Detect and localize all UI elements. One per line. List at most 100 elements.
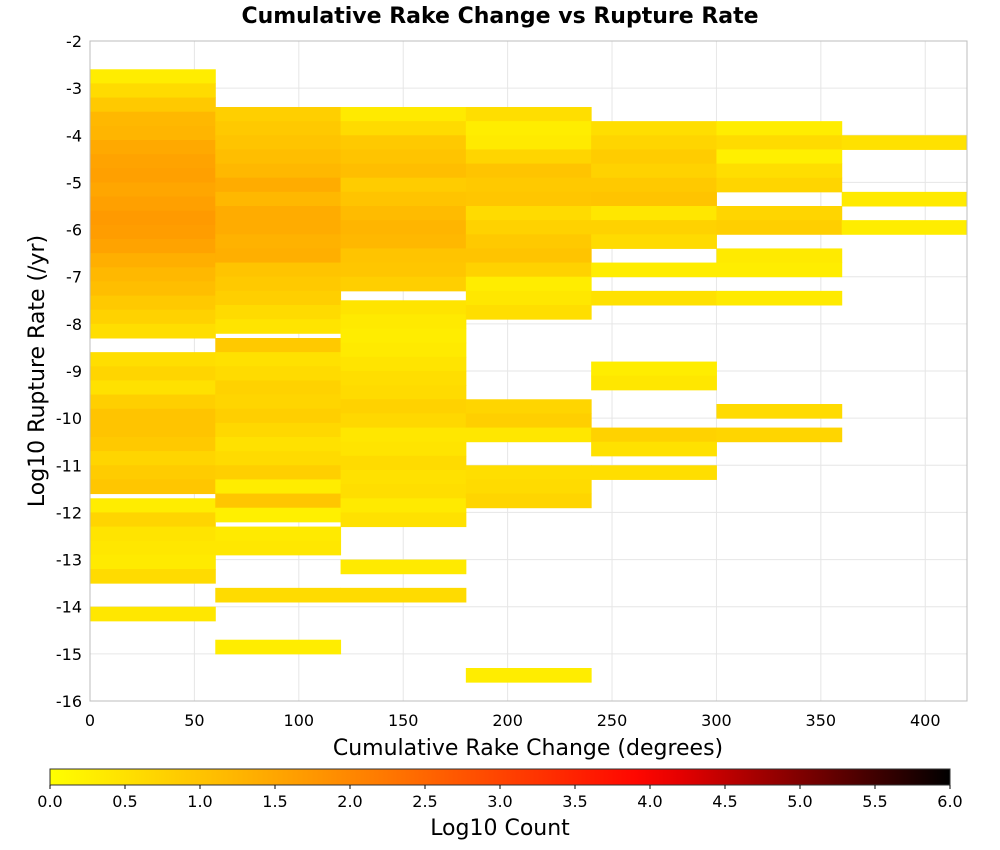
heatmap-cell	[465, 290, 592, 306]
heatmap-cell	[465, 177, 592, 193]
heatmap-cell	[465, 262, 592, 278]
y-tick-label: -3	[66, 79, 82, 98]
y-tick-label: -10	[56, 409, 82, 428]
y-tick-label: -12	[56, 503, 82, 522]
heatmap-cells	[90, 69, 968, 683]
heatmap-cell	[465, 427, 592, 443]
heatmap-cell	[90, 352, 216, 367]
heatmap-cell	[215, 639, 342, 655]
heatmap-cell	[340, 149, 467, 165]
colorbar-tick-label: 3.5	[562, 792, 587, 811]
heatmap-cell	[215, 305, 342, 320]
heatmap-cell	[215, 422, 342, 438]
heatmap-cell	[340, 512, 467, 528]
heatmap-cell	[340, 300, 467, 315]
heatmap-cell	[340, 220, 467, 235]
heatmap-cell	[716, 121, 843, 136]
heatmap-cell	[90, 295, 216, 311]
heatmap-cell	[215, 352, 342, 367]
heatmap-cell	[591, 163, 717, 179]
heatmap-cell	[465, 248, 592, 264]
heatmap-cell	[340, 385, 467, 400]
heatmap-cell	[591, 191, 717, 207]
heatmap-cell	[340, 314, 467, 330]
heatmap-cell	[591, 234, 717, 249]
y-tick-label: -2	[66, 32, 82, 51]
heatmap-cell	[465, 149, 592, 165]
heatmap-cell	[340, 455, 467, 471]
heatmap-cell	[90, 465, 216, 480]
heatmap-cell	[90, 140, 216, 155]
heatmap-cell	[215, 276, 342, 292]
heatmap-cell	[716, 149, 843, 165]
heatmap-cell	[90, 606, 216, 622]
heatmap-cell	[716, 206, 843, 221]
colorbar-label: Log10 Count	[430, 816, 570, 841]
heatmap-cell	[340, 206, 467, 221]
y-tick-label: -7	[66, 268, 82, 287]
heatmap-cell	[90, 380, 216, 396]
heatmap-cell	[90, 253, 216, 268]
x-axis-label: Cumulative Rake Change (degrees)	[333, 736, 723, 761]
heatmap-cell	[215, 248, 342, 264]
heatmap-cell	[90, 498, 216, 513]
heatmap-cell	[465, 163, 592, 179]
heatmap-cell	[215, 191, 342, 207]
colorbar-tick-label: 1.0	[187, 792, 212, 811]
heatmap-cell	[215, 220, 342, 235]
heatmap-cell	[340, 371, 467, 386]
colorbar-tick-label: 0.5	[112, 792, 137, 811]
heatmap-cell	[340, 191, 467, 207]
heatmap-cell	[465, 206, 592, 221]
heatmap-cell	[215, 408, 342, 424]
colorbar-tick-label: 0.0	[37, 792, 62, 811]
heatmap-cell	[716, 262, 843, 278]
y-tick-label: -14	[56, 598, 82, 617]
heatmap-cell	[465, 399, 592, 414]
heatmap-cell	[90, 554, 216, 570]
heatmap-cell	[340, 498, 467, 513]
heatmap-cell	[340, 441, 467, 457]
heatmap-cell	[591, 135, 717, 150]
heatmap-cell	[90, 451, 216, 466]
heatmap-cell	[90, 323, 216, 339]
heatmap-cell	[340, 559, 467, 575]
heatmap-cell	[215, 380, 342, 396]
heatmap-cell	[465, 135, 592, 150]
heatmap-cell	[90, 210, 216, 226]
heatmap-cell	[90, 154, 216, 169]
heatmap-cell	[716, 220, 843, 235]
heatmap-cell	[465, 413, 592, 429]
heatmap-cell	[591, 206, 717, 221]
heatmap-cell	[465, 668, 592, 683]
x-tick-label: 400	[910, 711, 941, 730]
heatmap-cell	[465, 234, 592, 249]
heatmap-cell	[90, 569, 216, 584]
heatmap-cell	[591, 290, 717, 306]
heatmap-cell	[90, 281, 216, 297]
colorbar-tick-label: 4.5	[712, 792, 737, 811]
heatmap-cell	[215, 177, 342, 193]
x-tick-label: 200	[492, 711, 523, 730]
heatmap-cell	[591, 375, 717, 391]
heatmap-cell	[215, 149, 342, 165]
heatmap-cell	[215, 319, 342, 334]
y-tick-label: -15	[56, 645, 82, 664]
heatmap-cell	[90, 479, 216, 495]
x-tick-label: 0	[85, 711, 95, 730]
heatmap-cell	[90, 182, 216, 198]
heatmap-cell	[340, 177, 467, 193]
x-tick-label: 300	[701, 711, 732, 730]
y-tick-label: -9	[66, 362, 82, 381]
heatmap-cell	[340, 427, 467, 443]
heatmap-cell	[215, 206, 342, 221]
heatmap-cell	[716, 427, 843, 443]
y-axis-label: Log10 Rupture Rate (/yr)	[25, 235, 50, 507]
heatmap-cell	[716, 248, 843, 264]
heatmap-cell	[90, 97, 216, 113]
heatmap-cell	[465, 220, 592, 235]
heatmap-cell	[215, 437, 342, 452]
heatmap-cell	[90, 526, 216, 542]
heatmap-cell	[340, 135, 467, 150]
colorbar-tick-label: 3.0	[487, 792, 512, 811]
